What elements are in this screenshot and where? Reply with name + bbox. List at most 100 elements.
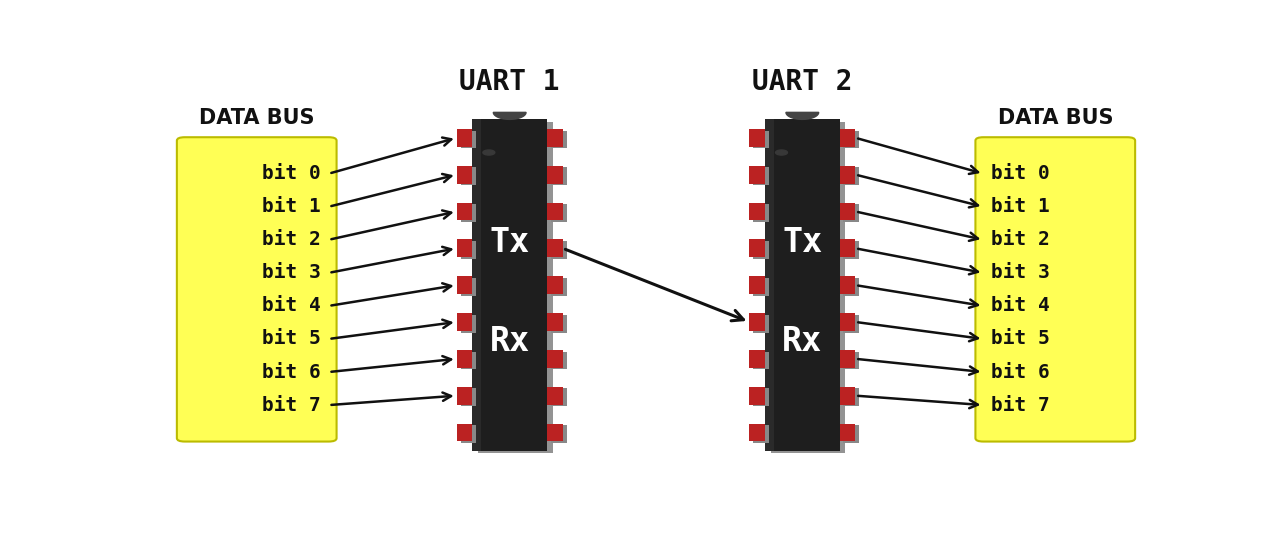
FancyBboxPatch shape	[472, 119, 547, 451]
FancyBboxPatch shape	[461, 315, 476, 333]
FancyBboxPatch shape	[753, 315, 769, 333]
FancyBboxPatch shape	[550, 389, 567, 406]
FancyBboxPatch shape	[749, 129, 765, 147]
FancyBboxPatch shape	[457, 203, 472, 220]
FancyBboxPatch shape	[461, 352, 476, 369]
FancyBboxPatch shape	[547, 240, 563, 257]
FancyBboxPatch shape	[844, 315, 859, 333]
FancyBboxPatch shape	[840, 166, 855, 184]
FancyBboxPatch shape	[550, 204, 567, 222]
Text: bit 7: bit 7	[991, 396, 1050, 415]
FancyBboxPatch shape	[550, 425, 567, 443]
Text: Tx: Tx	[782, 226, 823, 258]
FancyBboxPatch shape	[840, 423, 855, 442]
FancyBboxPatch shape	[840, 203, 855, 220]
FancyBboxPatch shape	[177, 137, 337, 442]
FancyBboxPatch shape	[547, 166, 563, 184]
FancyBboxPatch shape	[749, 276, 765, 294]
FancyBboxPatch shape	[461, 167, 476, 185]
Text: bit 5: bit 5	[991, 330, 1050, 348]
Text: bit 2: bit 2	[262, 230, 321, 250]
FancyBboxPatch shape	[753, 278, 769, 296]
FancyBboxPatch shape	[749, 166, 765, 184]
Text: bit 6: bit 6	[262, 363, 321, 381]
Text: bit 5: bit 5	[262, 330, 321, 348]
FancyBboxPatch shape	[844, 241, 859, 259]
FancyBboxPatch shape	[844, 167, 859, 185]
FancyBboxPatch shape	[461, 241, 476, 259]
FancyBboxPatch shape	[844, 204, 859, 222]
Text: bit 4: bit 4	[991, 296, 1050, 315]
Text: bit 1: bit 1	[991, 197, 1050, 216]
FancyBboxPatch shape	[550, 131, 567, 148]
FancyBboxPatch shape	[753, 389, 769, 406]
Circle shape	[483, 150, 495, 155]
FancyBboxPatch shape	[840, 350, 855, 368]
FancyBboxPatch shape	[844, 131, 859, 148]
FancyBboxPatch shape	[753, 241, 769, 259]
FancyBboxPatch shape	[844, 352, 859, 369]
FancyBboxPatch shape	[457, 129, 472, 147]
FancyBboxPatch shape	[550, 352, 567, 369]
FancyBboxPatch shape	[749, 350, 765, 368]
Text: DATA BUS: DATA BUS	[198, 108, 315, 128]
FancyBboxPatch shape	[753, 131, 769, 148]
FancyBboxPatch shape	[749, 423, 765, 442]
FancyBboxPatch shape	[840, 313, 855, 331]
FancyBboxPatch shape	[457, 350, 472, 368]
FancyBboxPatch shape	[461, 131, 476, 148]
Text: Tx: Tx	[489, 226, 530, 258]
Text: DATA BUS: DATA BUS	[997, 108, 1114, 128]
FancyBboxPatch shape	[547, 129, 563, 147]
FancyBboxPatch shape	[461, 204, 476, 222]
FancyBboxPatch shape	[547, 313, 563, 331]
FancyBboxPatch shape	[547, 387, 563, 405]
FancyBboxPatch shape	[461, 425, 476, 443]
FancyBboxPatch shape	[457, 276, 472, 294]
FancyBboxPatch shape	[457, 423, 472, 442]
FancyBboxPatch shape	[457, 313, 472, 331]
Text: UART 1: UART 1	[460, 68, 559, 96]
Text: bit 0: bit 0	[991, 164, 1050, 183]
Text: UART 2: UART 2	[753, 68, 852, 96]
FancyBboxPatch shape	[749, 240, 765, 257]
Text: bit 1: bit 1	[262, 197, 321, 216]
FancyBboxPatch shape	[771, 122, 846, 453]
Text: bit 0: bit 0	[262, 164, 321, 183]
Text: bit 3: bit 3	[991, 263, 1050, 283]
FancyBboxPatch shape	[457, 387, 472, 405]
FancyBboxPatch shape	[840, 276, 855, 294]
Text: Rx: Rx	[489, 325, 530, 358]
FancyBboxPatch shape	[550, 167, 567, 185]
FancyBboxPatch shape	[765, 119, 840, 451]
Text: bit 2: bit 2	[991, 230, 1050, 250]
FancyBboxPatch shape	[550, 241, 567, 259]
FancyBboxPatch shape	[753, 425, 769, 443]
FancyBboxPatch shape	[472, 119, 481, 451]
FancyBboxPatch shape	[975, 137, 1135, 442]
Text: bit 6: bit 6	[991, 363, 1050, 381]
FancyBboxPatch shape	[457, 240, 472, 257]
FancyBboxPatch shape	[844, 389, 859, 406]
Text: bit 4: bit 4	[262, 296, 321, 315]
FancyBboxPatch shape	[550, 278, 567, 296]
Text: Rx: Rx	[782, 325, 823, 358]
FancyBboxPatch shape	[547, 350, 563, 368]
FancyBboxPatch shape	[749, 203, 765, 220]
FancyBboxPatch shape	[749, 313, 765, 331]
FancyBboxPatch shape	[461, 389, 476, 406]
FancyBboxPatch shape	[765, 119, 774, 451]
FancyBboxPatch shape	[479, 122, 553, 453]
FancyBboxPatch shape	[753, 167, 769, 185]
FancyBboxPatch shape	[840, 240, 855, 257]
FancyBboxPatch shape	[550, 315, 567, 333]
Text: bit 3: bit 3	[262, 263, 321, 283]
FancyBboxPatch shape	[844, 278, 859, 296]
FancyBboxPatch shape	[547, 276, 563, 294]
FancyBboxPatch shape	[844, 425, 859, 443]
Circle shape	[776, 150, 787, 155]
FancyBboxPatch shape	[840, 129, 855, 147]
FancyBboxPatch shape	[461, 278, 476, 296]
FancyBboxPatch shape	[749, 387, 765, 405]
Polygon shape	[786, 113, 819, 119]
